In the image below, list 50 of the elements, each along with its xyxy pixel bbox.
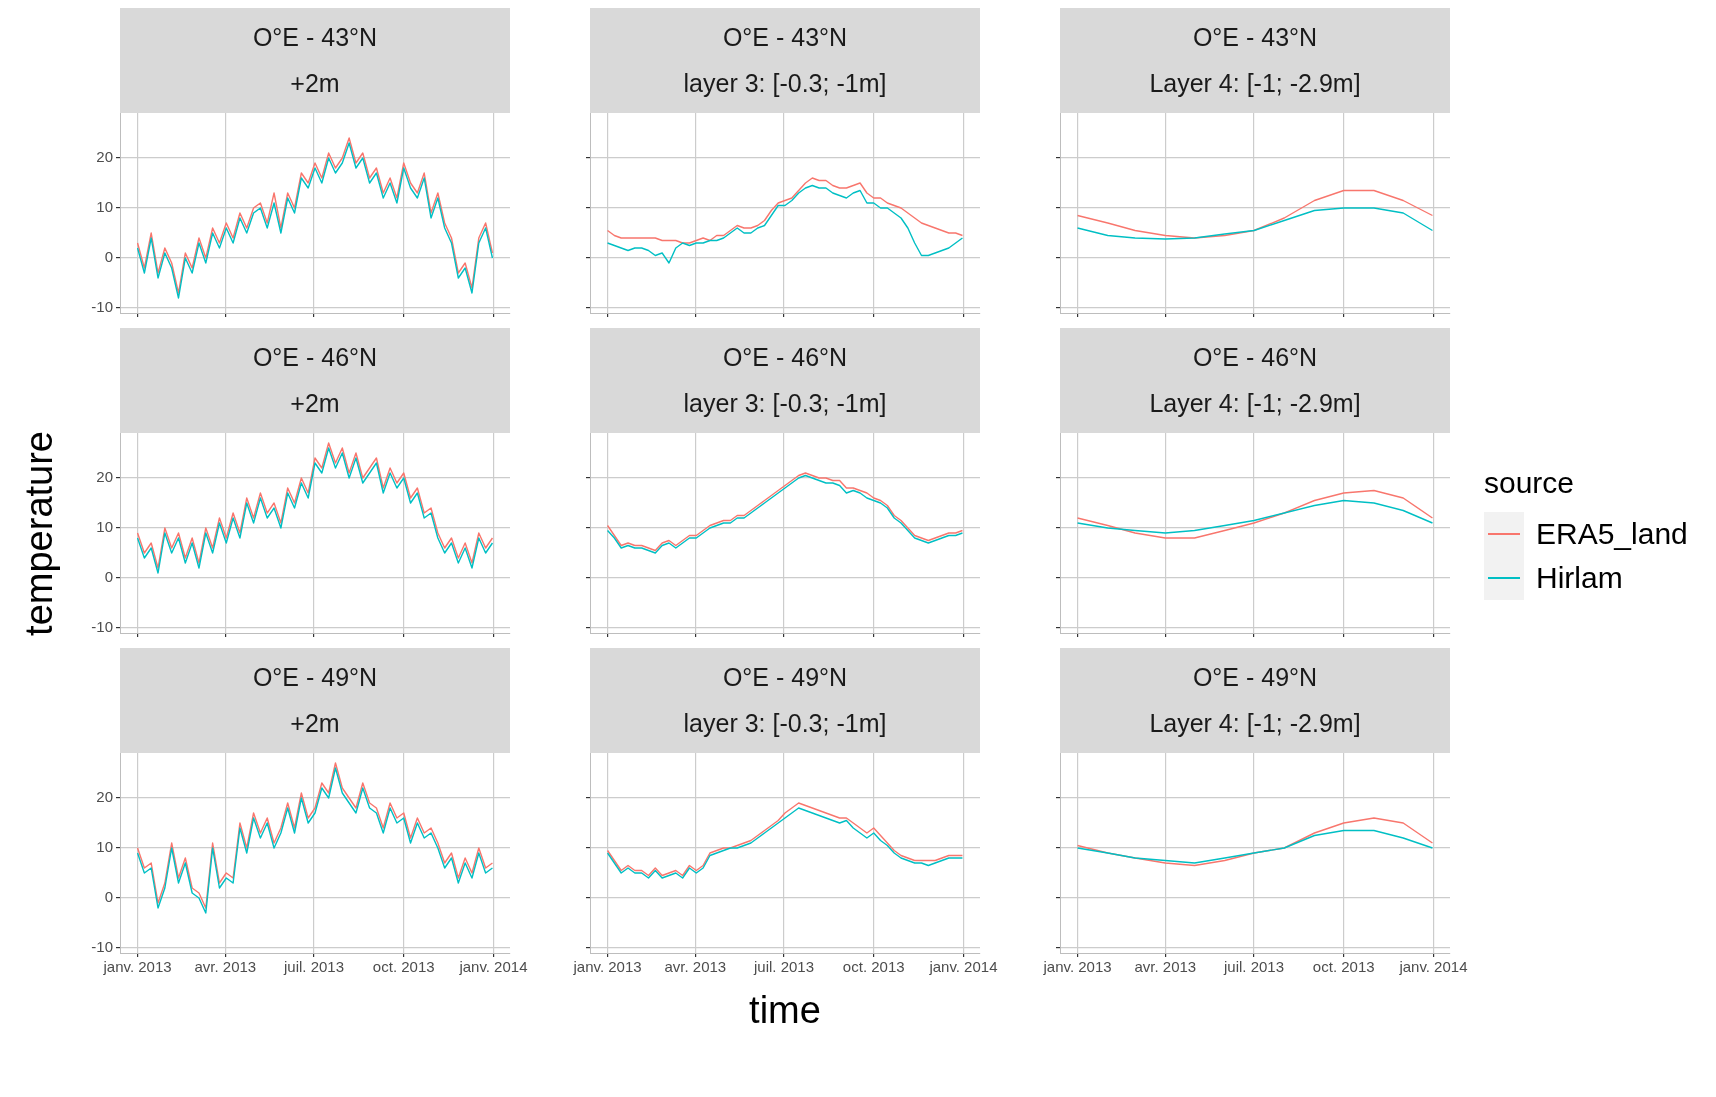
x-tick-label: juil. 2013 bbox=[753, 958, 815, 976]
y-tick-label: 20 bbox=[96, 468, 113, 486]
chart-title: O°E - 49°N bbox=[251, 662, 379, 692]
chart-subtitle: Layer 4: [-1; -2.9m] bbox=[1148, 709, 1362, 739]
y-tick-label: 10 bbox=[96, 838, 113, 856]
y-tick-label: 10 bbox=[96, 198, 113, 216]
chart-title: O°E - 43°N bbox=[721, 22, 849, 52]
x-tick-label: oct. 2013 bbox=[842, 958, 905, 976]
x-tick-label: janv. 2014 bbox=[928, 958, 998, 976]
y-tick-label: 10 bbox=[96, 518, 113, 536]
y-tick-label: -10 bbox=[91, 618, 113, 636]
legend-label: ERA5_land bbox=[1536, 517, 1688, 551]
chart-title: O°E - 46°N bbox=[721, 342, 849, 372]
chart-title: O°E - 49°N bbox=[1191, 662, 1319, 692]
chart-subtitle: layer 3: [-0.3; -1m] bbox=[682, 709, 888, 739]
chart-subtitle: +2m bbox=[289, 389, 341, 419]
chart-subtitle: +2m bbox=[289, 69, 341, 99]
x-axis-title: time bbox=[748, 989, 822, 1032]
x-tick-label: juil. 2013 bbox=[283, 958, 345, 976]
y-tick-label: -10 bbox=[91, 298, 113, 316]
y-tick-label: 20 bbox=[96, 788, 113, 806]
legend-title: source bbox=[1484, 466, 1576, 500]
chart-subtitle: layer 3: [-0.3; -1m] bbox=[682, 69, 888, 99]
y-tick-label: 0 bbox=[104, 248, 113, 266]
x-tick-label: oct. 2013 bbox=[372, 958, 435, 976]
y-tick-label: 20 bbox=[96, 148, 113, 166]
chart-title: O°E - 43°N bbox=[251, 22, 379, 52]
x-tick-label: janv. 2013 bbox=[102, 958, 172, 976]
x-tick-label: janv. 2013 bbox=[572, 958, 642, 976]
x-tick-label: avr. 2013 bbox=[664, 958, 727, 976]
chart-subtitle: Layer 4: [-1; -2.9m] bbox=[1148, 389, 1362, 419]
legend-label: Hirlam bbox=[1536, 561, 1623, 595]
x-tick-label: oct. 2013 bbox=[1312, 958, 1375, 976]
x-tick-label: avr. 2013 bbox=[194, 958, 257, 976]
chart-subtitle: +2m bbox=[289, 709, 341, 739]
x-tick-label: janv. 2014 bbox=[1398, 958, 1468, 976]
x-tick-label: avr. 2013 bbox=[1134, 958, 1197, 976]
y-tick-label: 0 bbox=[104, 888, 113, 906]
x-tick-label: janv. 2014 bbox=[458, 958, 528, 976]
x-tick-label: juil. 2013 bbox=[1223, 958, 1285, 976]
y-tick-label: 0 bbox=[104, 568, 113, 586]
chart-title: O°E - 43°N bbox=[1191, 22, 1319, 52]
y-tick-label: -10 bbox=[91, 938, 113, 956]
y-axis-title: temperature bbox=[18, 430, 61, 636]
chart-title: O°E - 49°N bbox=[721, 662, 849, 692]
x-tick-label: janv. 2013 bbox=[1042, 958, 1112, 976]
chart-title: O°E - 46°N bbox=[1191, 342, 1319, 372]
chart-subtitle: layer 3: [-0.3; -1m] bbox=[682, 389, 888, 419]
chart-title: O°E - 46°N bbox=[251, 342, 379, 372]
chart-subtitle: Layer 4: [-1; -2.9m] bbox=[1148, 69, 1362, 99]
